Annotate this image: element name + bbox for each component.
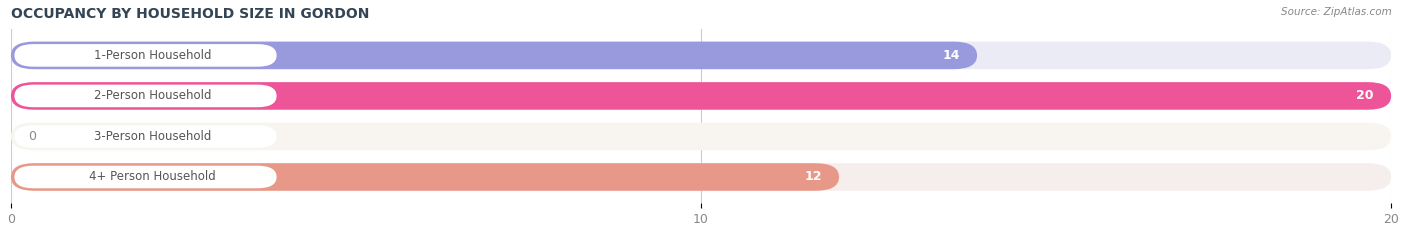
Text: 1-Person Household: 1-Person Household (94, 49, 211, 62)
FancyBboxPatch shape (14, 44, 277, 67)
Text: 0: 0 (28, 130, 37, 143)
FancyBboxPatch shape (11, 42, 977, 69)
FancyBboxPatch shape (11, 163, 1391, 191)
Text: Source: ZipAtlas.com: Source: ZipAtlas.com (1281, 7, 1392, 17)
Text: OCCUPANCY BY HOUSEHOLD SIZE IN GORDON: OCCUPANCY BY HOUSEHOLD SIZE IN GORDON (11, 7, 370, 21)
Text: 14: 14 (942, 49, 960, 62)
FancyBboxPatch shape (14, 166, 277, 188)
FancyBboxPatch shape (14, 125, 277, 148)
FancyBboxPatch shape (11, 163, 839, 191)
Text: 12: 12 (804, 171, 821, 184)
FancyBboxPatch shape (11, 123, 1391, 150)
FancyBboxPatch shape (11, 82, 1391, 110)
Text: 2-Person Household: 2-Person Household (94, 89, 211, 103)
Text: 4+ Person Household: 4+ Person Household (89, 171, 215, 184)
FancyBboxPatch shape (11, 42, 1391, 69)
Text: 3-Person Household: 3-Person Household (94, 130, 211, 143)
FancyBboxPatch shape (11, 82, 1391, 110)
Text: 20: 20 (1357, 89, 1374, 103)
FancyBboxPatch shape (14, 85, 277, 107)
